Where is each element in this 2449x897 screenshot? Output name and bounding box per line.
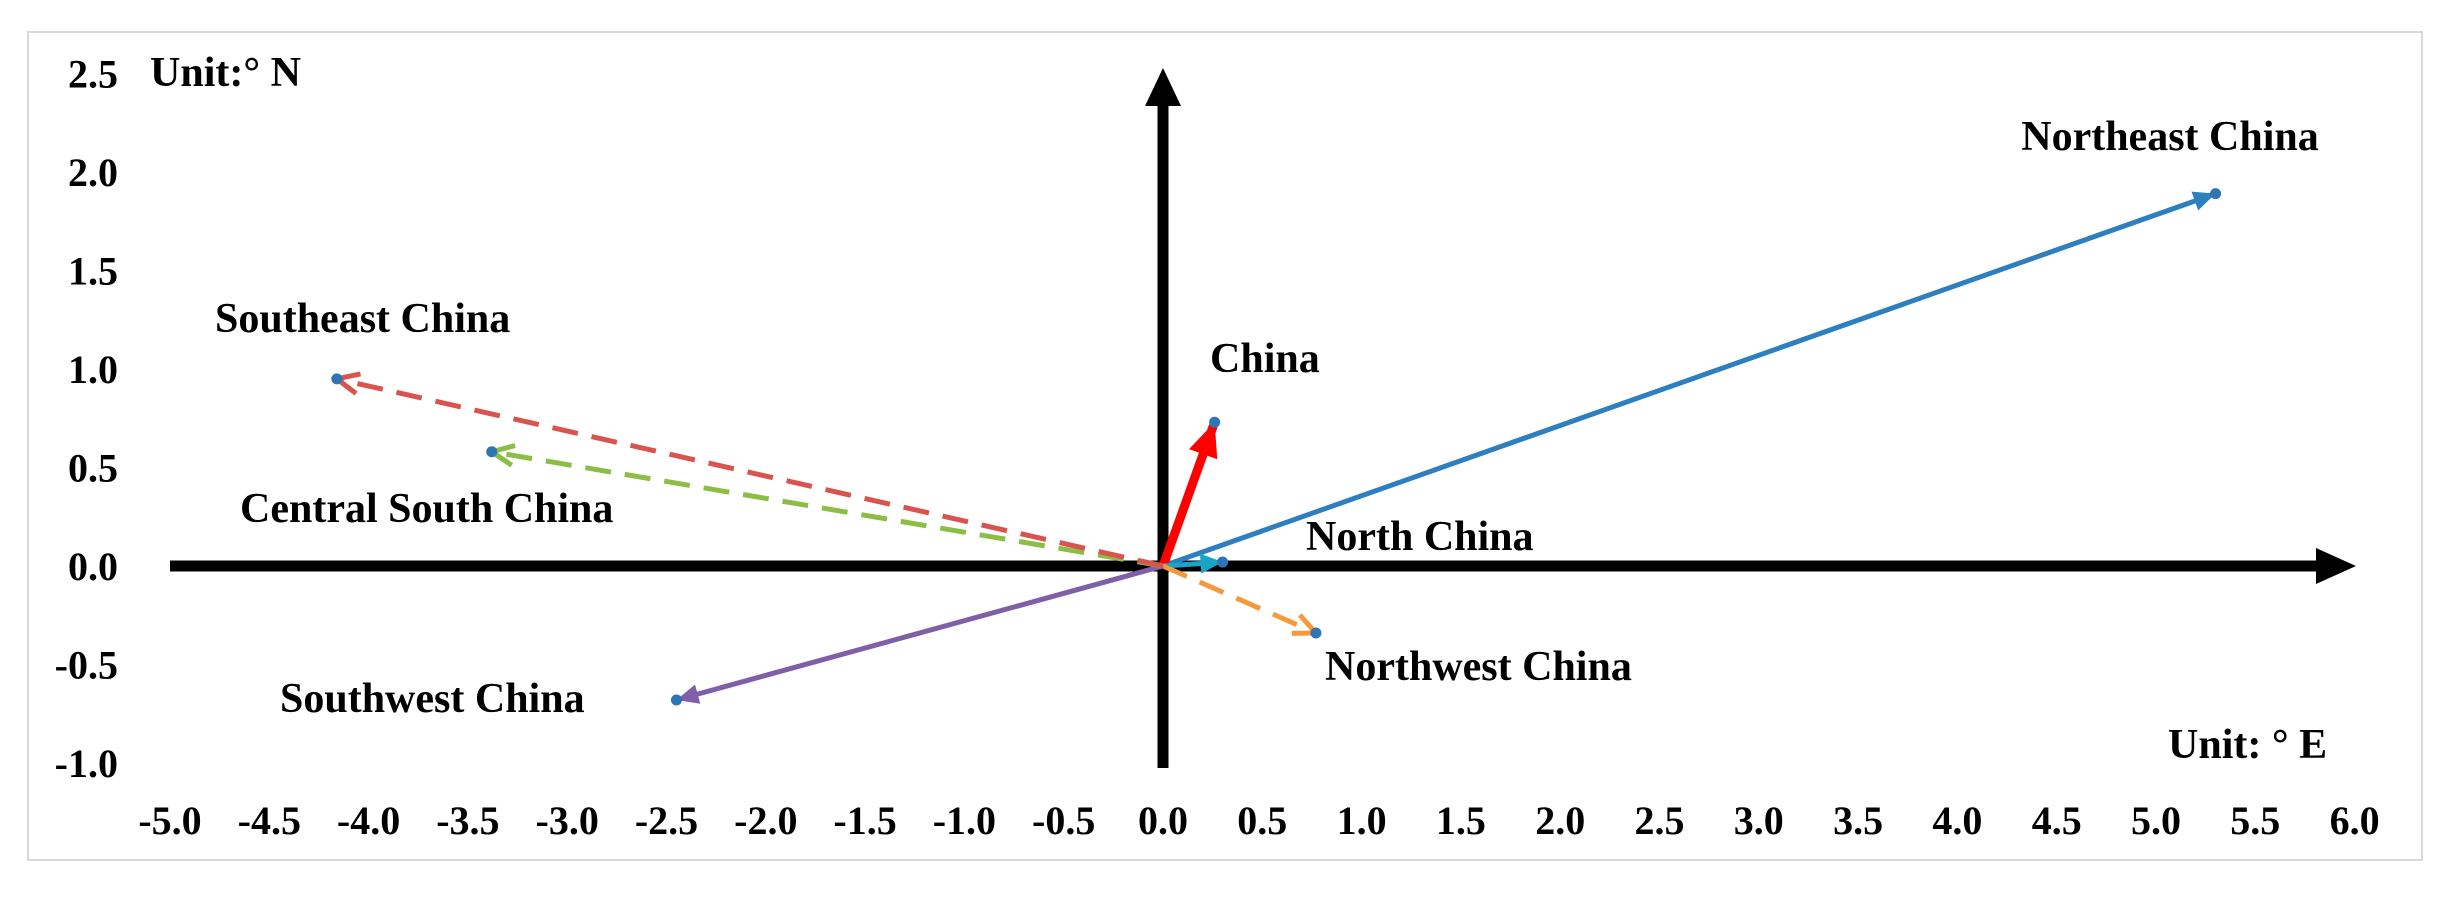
x-tick-labels: -5.0 -4.5 -4.0 -3.5 -3.0 -2.5 -2.0 -1.5 -1.0 -0.5… [138,798,2379,843]
y-tick-label: 0.5 [68,446,118,491]
southwest-china-endpoint [670,694,682,706]
x-tick-label: -4.0 [337,798,400,843]
north-china-arrowhead [1199,553,1223,574]
china-label: China [1210,336,1320,382]
china-endpoint [1209,416,1221,428]
y-tick-labels: 2.5 2.0 1.5 1.0 0.5 0.0 -0.5 -1.0 [55,52,118,787]
y-tick-label: -0.5 [55,643,118,688]
x-tick-label: 0.5 [1237,798,1287,843]
x-axis-arrowhead [2316,548,2356,584]
x-tick-label: -3.0 [536,798,599,843]
central-south-china-vector [495,449,1164,569]
southwest-china-arrowhead [676,684,701,704]
china-arrowhead [1189,422,1218,460]
x-tick-label: 1.0 [1337,798,1387,843]
northeast-china-vector [1162,192,2213,569]
southwest-china-vector [679,563,1164,702]
x-tick-label: -1.0 [933,798,996,843]
x-tick-label: 4.0 [1932,798,1982,843]
y-tick-label: 2.5 [68,52,118,97]
northeast-china-arrowhead [2191,191,2216,211]
northeast-china-endpoint [2210,188,2222,200]
y-tick-label: -1.0 [55,741,118,786]
y-tick-label: 2.0 [68,150,118,195]
southeast-china-endpoint [331,373,343,385]
x-tick-label: -3.5 [436,798,499,843]
x-tick-label: 6.0 [2330,798,2380,843]
northwest-china-endpoint [1310,627,1322,639]
x-tick-label: -5.0 [138,798,201,843]
x-tick-label: 5.5 [2230,798,2280,843]
southeast-china-label: Southeast China [215,296,510,342]
region-labels: Northeast China China North China Northwest… [215,114,2319,722]
y-axis-arrowhead [1145,68,1181,106]
x-tick-label: 2.5 [1635,798,1685,843]
y-tick-label: 1.0 [68,347,118,392]
x-tick-label: 3.0 [1734,798,1784,843]
x-tick-label: 0.0 [1138,798,1188,843]
x-tick-label: -1.5 [833,798,896,843]
x-tick-label: -2.5 [635,798,698,843]
y-tick-label: 1.5 [68,249,118,294]
x-tick-label: 5.0 [2131,798,2181,843]
southeast-china-vector [340,377,1164,569]
plot-frame [27,31,2423,861]
x-tick-label: 2.0 [1535,798,1585,843]
x-tick-label: 3.5 [1833,798,1883,843]
northwest-china-vector [1161,563,1314,634]
x-tick-label: -4.5 [238,798,301,843]
x-tick-label: -2.0 [734,798,797,843]
north-china-endpoint [1217,556,1229,568]
southwest-china-label: Southwest China [280,676,585,722]
y-tick-label: 0.0 [68,544,118,589]
axes [170,68,2356,768]
x-tick-label: -0.5 [1032,798,1095,843]
vector-series [330,188,2222,706]
northeast-china-label: Northeast China [2021,114,2319,160]
y-unit-label: Unit:° N [150,50,301,96]
central-south-china-endpoint [486,446,498,458]
northwest-china-label: Northwest China [1325,644,1632,690]
north-china-label: North China [1306,514,1534,560]
central-south-china-label: Central South China [240,486,613,532]
x-unit-label: Unit: ° E [2168,722,2327,768]
x-tick-label: 4.5 [2032,798,2082,843]
x-tick-label: 1.5 [1436,798,1486,843]
